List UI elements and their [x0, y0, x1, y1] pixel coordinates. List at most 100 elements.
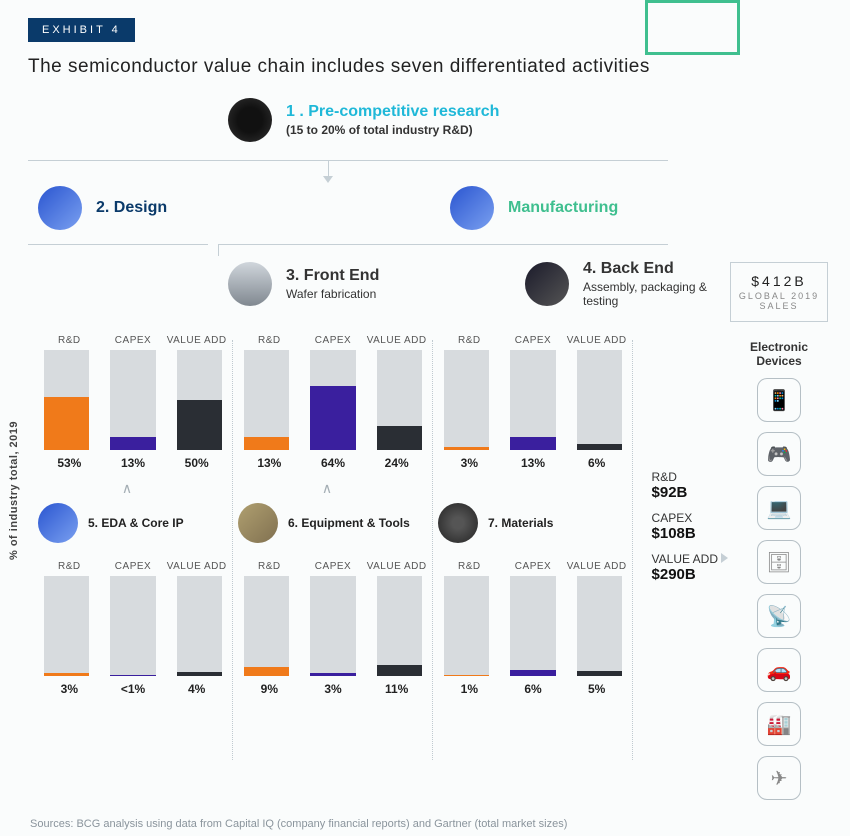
- devices-header: Electronic Devices: [730, 340, 828, 368]
- chart-header-label: CAPEX: [502, 335, 565, 346]
- car-icon: 🚗: [757, 648, 801, 692]
- chart-value-label: 3%: [302, 682, 365, 696]
- total-rd-value: $92B: [652, 484, 688, 501]
- decorative-green-box: [645, 0, 740, 55]
- materials-icon: [438, 503, 478, 543]
- eda-icon: [38, 503, 78, 543]
- factory-icon: 🏭: [757, 702, 801, 746]
- node6-label: Equipment & Tools: [301, 516, 409, 530]
- chart-header-label: VALUE ADD: [565, 561, 628, 572]
- charts-grid: R&DCAPEXVALUE ADD53%13%50% R&DCAPEXVALUE…: [38, 335, 628, 696]
- total-va-label: VALUE ADD: [652, 552, 718, 566]
- chart-value-label: 11%: [365, 682, 428, 696]
- chart-eda: R&DCAPEXVALUE ADD 3%<1%4%: [38, 561, 228, 696]
- gamepad-icon: 🎮: [757, 432, 801, 476]
- chart-header-label: CAPEX: [502, 561, 565, 572]
- node4-label: Back End: [601, 260, 674, 277]
- chart-header-label: VALUE ADD: [365, 561, 428, 572]
- node3-num: 3.: [286, 267, 299, 284]
- manuf-label: Manufacturing: [508, 199, 618, 216]
- chart-value-label: 24%: [365, 456, 428, 470]
- node7-label: Materials: [501, 516, 553, 530]
- server-icon: 🗄: [757, 540, 801, 584]
- chart-header-label: VALUE ADD: [565, 335, 628, 346]
- chart-materials: R&DCAPEXVALUE ADD 1%6%5%: [438, 561, 628, 696]
- chart-value-label: <1%: [102, 682, 165, 696]
- chart-header-label: CAPEX: [102, 561, 165, 572]
- chart-value-label: 64%: [302, 456, 365, 470]
- chart-value-label: 53%: [38, 456, 101, 470]
- chart-header-label: VALUE ADD: [365, 335, 428, 346]
- node1-label: Pre-competitive research: [308, 103, 499, 120]
- node5-label: EDA & Core IP: [101, 516, 183, 530]
- chart-header-label: R&D: [38, 335, 101, 346]
- chart-header-label: R&D: [238, 561, 301, 572]
- chart-header-label: CAPEX: [302, 335, 365, 346]
- chart-header-label: CAPEX: [102, 335, 165, 346]
- flow-diagram: 1 . Pre-competitive research (15 to 20% …: [38, 98, 822, 308]
- manuf-icon: [450, 186, 494, 230]
- node-equipment: 6. Equipment & Tools: [238, 503, 428, 543]
- node-eda: 5. EDA & Core IP: [38, 503, 228, 543]
- chart-value-label: 1%: [438, 682, 501, 696]
- chart-value-label: 5%: [565, 682, 628, 696]
- chart-frontend: R&DCAPEXVALUE ADD 13%64%24%: [238, 335, 428, 470]
- node1-sub: (15 to 20% of total industry R&D): [286, 123, 499, 137]
- chip-icon: [228, 98, 272, 142]
- laptop-icon: 💻: [757, 486, 801, 530]
- chart-value-label: 13%: [502, 456, 565, 470]
- chart-value-label: 50%: [165, 456, 228, 470]
- node5-num: 5.: [88, 516, 98, 530]
- chart-header-label: R&D: [38, 561, 101, 572]
- devices-list: 📱 🎮 💻 🗄 📡 🚗 🏭 ✈: [730, 378, 828, 800]
- chart-header-label: R&D: [438, 561, 501, 572]
- node4-sub: Assembly, packaging & testing: [583, 280, 713, 308]
- node4-num: 4.: [583, 260, 596, 277]
- chart-value-label: 13%: [102, 456, 165, 470]
- chart-equip: R&DCAPEXVALUE ADD 9%3%11%: [238, 561, 428, 696]
- chart-header-label: R&D: [238, 335, 301, 346]
- node2-num: 2.: [96, 199, 109, 216]
- page-title: The semiconductor value chain includes s…: [28, 56, 822, 78]
- node-frontend: 3. Front End Wafer fabrication: [228, 260, 525, 308]
- wafer-icon: [228, 262, 272, 306]
- package-icon: [525, 262, 569, 306]
- chart-value-label: 13%: [238, 456, 301, 470]
- chart-value-label: 3%: [438, 456, 501, 470]
- node7-num: 7.: [488, 516, 498, 530]
- chart-backend: R&DCAPEXVALUE ADD 3%13%6%: [438, 335, 628, 470]
- chart-value-label: 9%: [238, 682, 301, 696]
- chart-value-label: 6%: [502, 682, 565, 696]
- total-rd-label: R&D: [652, 470, 677, 484]
- sales-value: $412B: [735, 273, 823, 289]
- chart-value-label: 6%: [565, 456, 628, 470]
- tools-icon: [238, 503, 278, 543]
- total-capex-label: CAPEX: [652, 511, 693, 525]
- chart-value-label: 3%: [38, 682, 101, 696]
- industry-totals: R&D $92B CAPEX $108B VALUE ADD $290B: [652, 470, 718, 593]
- sales-label: GLOBAL 2019 SALES: [739, 291, 819, 311]
- caret-frontend: ∧: [238, 480, 428, 497]
- node-manufacturing: Manufacturing: [450, 186, 822, 230]
- node1-num: 1 .: [286, 103, 304, 120]
- node-research: 1 . Pre-competitive research (15 to 20% …: [228, 98, 822, 142]
- exhibit-tag: EXHIBIT 4: [28, 18, 135, 42]
- chart-header-label: VALUE ADD: [165, 561, 228, 572]
- chart-value-label: 4%: [165, 682, 228, 696]
- total-capex-value: $108B: [652, 525, 696, 542]
- global-sales-box: $412B GLOBAL 2019 SALES: [730, 262, 828, 322]
- chart-design: R&DCAPEXVALUE ADD 53%13%50%: [38, 335, 228, 470]
- plane-icon: ✈: [757, 756, 801, 800]
- design-icon: [38, 186, 82, 230]
- node2-label: Design: [114, 199, 167, 216]
- chart-header-label: R&D: [438, 335, 501, 346]
- chart-header-label: CAPEX: [302, 561, 365, 572]
- antenna-icon: 📡: [757, 594, 801, 638]
- phone-icon: 📱: [757, 378, 801, 422]
- caret-design: ∧: [38, 480, 228, 497]
- node-materials: 7. Materials: [438, 503, 628, 543]
- y-axis-label: % of industry total, 2019: [8, 421, 20, 560]
- chart-header-label: VALUE ADD: [165, 335, 228, 346]
- total-va-value: $290B: [652, 566, 696, 583]
- node3-sub: Wafer fabrication: [286, 287, 379, 301]
